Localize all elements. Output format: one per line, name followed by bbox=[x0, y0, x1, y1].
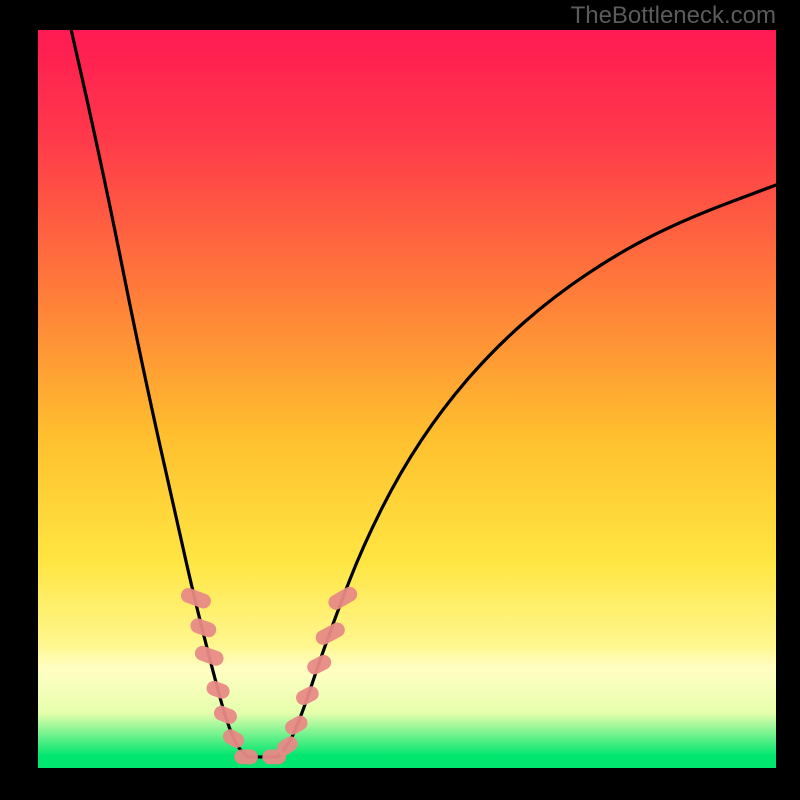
marker-F1 bbox=[262, 750, 286, 765]
marker-F0 bbox=[234, 750, 258, 765]
right-curve bbox=[278, 185, 776, 757]
marker-L5 bbox=[220, 727, 247, 751]
marker-L2 bbox=[193, 644, 226, 668]
marker-R2 bbox=[293, 684, 321, 708]
marker-L4 bbox=[212, 704, 239, 727]
marker-R3 bbox=[305, 652, 334, 677]
chart-svg bbox=[0, 0, 800, 800]
marker-R1 bbox=[282, 713, 310, 738]
left-curve bbox=[71, 30, 248, 757]
watermark-text: TheBottleneck.com bbox=[571, 2, 776, 30]
marker-R4 bbox=[313, 620, 347, 648]
marker-L3 bbox=[204, 679, 231, 701]
marker-R5 bbox=[326, 584, 360, 612]
